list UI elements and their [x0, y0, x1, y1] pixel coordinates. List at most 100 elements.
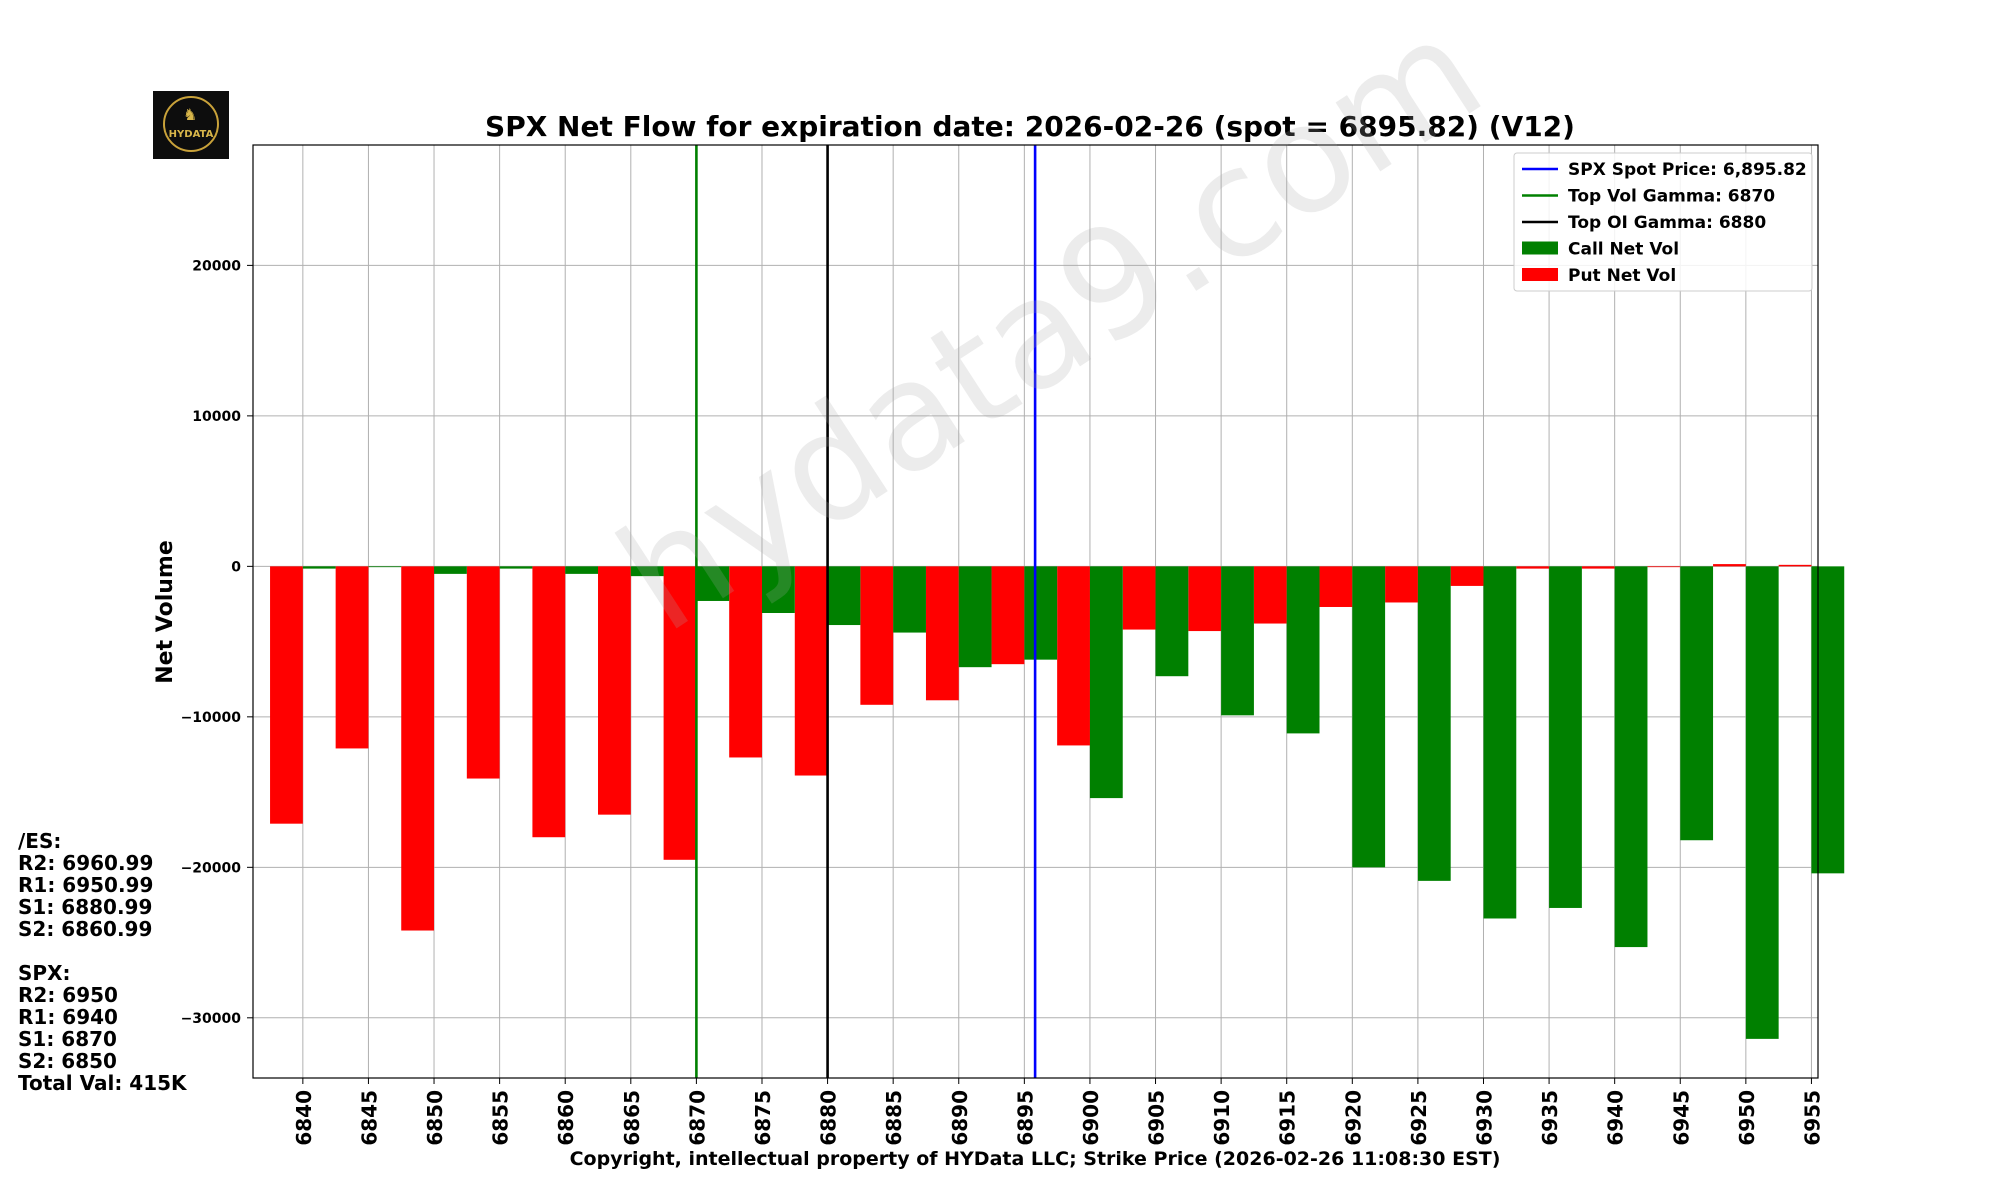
- put-bar: [729, 566, 762, 758]
- es-level: S1: 6880.99: [18, 895, 153, 919]
- y-axis-label: Net Volume: [153, 540, 178, 684]
- x-tick-label: 6920: [1341, 1090, 1365, 1146]
- call-bar: [1417, 566, 1451, 881]
- call-bar: [1221, 566, 1254, 716]
- legend-patch-swatch: [1522, 268, 1558, 281]
- reference-lines: [695, 145, 1037, 1078]
- put-bar: [598, 566, 631, 815]
- put-bar: [663, 566, 697, 860]
- legend-label: Put Net Vol: [1568, 266, 1676, 286]
- logo-ring: [163, 96, 219, 152]
- x-tick-label: 6950: [1735, 1090, 1759, 1146]
- legend-label: SPX Spot Price: 6,895.82: [1568, 160, 1807, 180]
- x-tick-label: 6935: [1538, 1090, 1562, 1146]
- spx-header: SPX:: [18, 961, 71, 985]
- legend: SPX Spot Price: 6,895.82 Top Vol Gamma: 6…: [1513, 152, 1813, 292]
- put-bar: [335, 566, 369, 749]
- call-bar: [893, 566, 926, 633]
- call-bar: [1614, 566, 1648, 948]
- spx-level: S2: 6850: [18, 1049, 117, 1073]
- put-bar: [860, 566, 894, 705]
- es-level: R1: 6950.99: [18, 873, 154, 897]
- y-tick-label: 20000: [192, 258, 241, 274]
- call-bar: [827, 566, 861, 626]
- spx-level: S1: 6870: [18, 1027, 117, 1051]
- call-bar: [630, 566, 664, 577]
- call-bar: [1745, 566, 1779, 1039]
- put-bar: [1450, 566, 1484, 586]
- put-bar: [532, 566, 566, 838]
- put-bar: [991, 566, 1025, 665]
- put-bar: [1122, 566, 1156, 630]
- hydata-logo: ♞ HYDATA: [153, 91, 229, 159]
- x-tick-label: 6850: [423, 1090, 447, 1146]
- call-bar: [565, 566, 599, 574]
- spx-level: R1: 6940: [18, 1005, 118, 1029]
- call-bar: [1680, 566, 1714, 841]
- put-bar: [1253, 566, 1287, 624]
- put-bar: [1647, 566, 1681, 568]
- x-tick-label: 6885: [882, 1090, 906, 1146]
- call-bar: [761, 566, 795, 614]
- call-bar: [1811, 566, 1845, 874]
- call-bar: [1024, 566, 1058, 660]
- spx-level: R2: 6950: [18, 983, 118, 1007]
- call-bar: [1483, 566, 1517, 919]
- legend-label: Call Net Vol: [1568, 240, 1679, 260]
- put-bar: [1516, 566, 1550, 569]
- call-bar: [1549, 566, 1582, 908]
- y-axis-ticks: 20000 10000 0 −10000 −20000 −30000: [181, 258, 253, 1027]
- x-tick-label: 6845: [357, 1090, 381, 1146]
- put-bar: [1057, 566, 1090, 746]
- y-tick-label: −30000: [181, 1011, 242, 1027]
- es-level: S2: 6860.99: [18, 917, 153, 941]
- x-tick-label: 6840: [292, 1090, 316, 1146]
- x-tick-label: 6890: [948, 1090, 972, 1146]
- y-tick-label: −10000: [181, 710, 242, 726]
- x-tick-label: 6875: [751, 1090, 775, 1146]
- legend-box: [1513, 152, 1813, 292]
- x-tick-label: 6880: [817, 1090, 841, 1146]
- put-bar: [1319, 566, 1353, 607]
- wolf-icon: ♞: [183, 105, 198, 124]
- legend-label: Top OI Gamma: 6880: [1568, 213, 1766, 233]
- x-tick-label: 6945: [1669, 1090, 1693, 1146]
- bars: [270, 564, 1845, 1039]
- x-tick-label: 6925: [1407, 1090, 1431, 1146]
- y-tick-label: −20000: [181, 860, 242, 876]
- x-tick-label: 6900: [1079, 1090, 1103, 1146]
- put-bar: [1713, 564, 1746, 567]
- levels-panel: /ES: R2: 6960.99 R1: 6950.99 S1: 6880.99…: [18, 830, 187, 1094]
- call-bar: [958, 566, 992, 668]
- call-bar: [302, 566, 336, 569]
- legend-label: Top Vol Gamma: 6870: [1568, 187, 1775, 207]
- put-bar: [925, 566, 959, 701]
- chart-title: SPX Net Flow for expiration date: 2026-0…: [485, 110, 1575, 143]
- logo-text: HYDATA: [168, 129, 214, 140]
- call-bar: [434, 566, 467, 574]
- call-bar: [1286, 566, 1320, 734]
- x-tick-label: 6860: [554, 1090, 578, 1146]
- x-axis-label: Copyright, intellectual property of HYDa…: [570, 1148, 1501, 1170]
- x-tick-label: 6905: [1145, 1090, 1169, 1146]
- put-bar: [466, 566, 500, 779]
- y-tick-label: 10000: [192, 409, 241, 425]
- spacer: [18, 940, 187, 962]
- put-bar: [1778, 564, 1812, 567]
- x-tick-label: 6910: [1210, 1090, 1234, 1146]
- x-tick-label: 6855: [489, 1090, 513, 1146]
- put-bar: [270, 566, 303, 824]
- legend-patch-swatch: [1522, 241, 1558, 255]
- es-level: R2: 6960.99: [18, 851, 154, 875]
- x-tick-label: 6865: [620, 1090, 644, 1146]
- put-bar: [1581, 566, 1615, 569]
- x-tick-label: 6870: [685, 1090, 709, 1146]
- total-value: Total Val: 415K: [18, 1071, 187, 1095]
- x-tick-label: 6915: [1276, 1090, 1300, 1146]
- x-axis-ticks: 6840 6845 6850 6855 6860 6865 6870 6875 6880 6885…: [292, 1078, 1824, 1146]
- call-bar: [696, 566, 730, 601]
- call-bar: [1155, 566, 1189, 677]
- x-tick-label: 6940: [1604, 1090, 1628, 1146]
- x-tick-label: 6930: [1472, 1090, 1496, 1146]
